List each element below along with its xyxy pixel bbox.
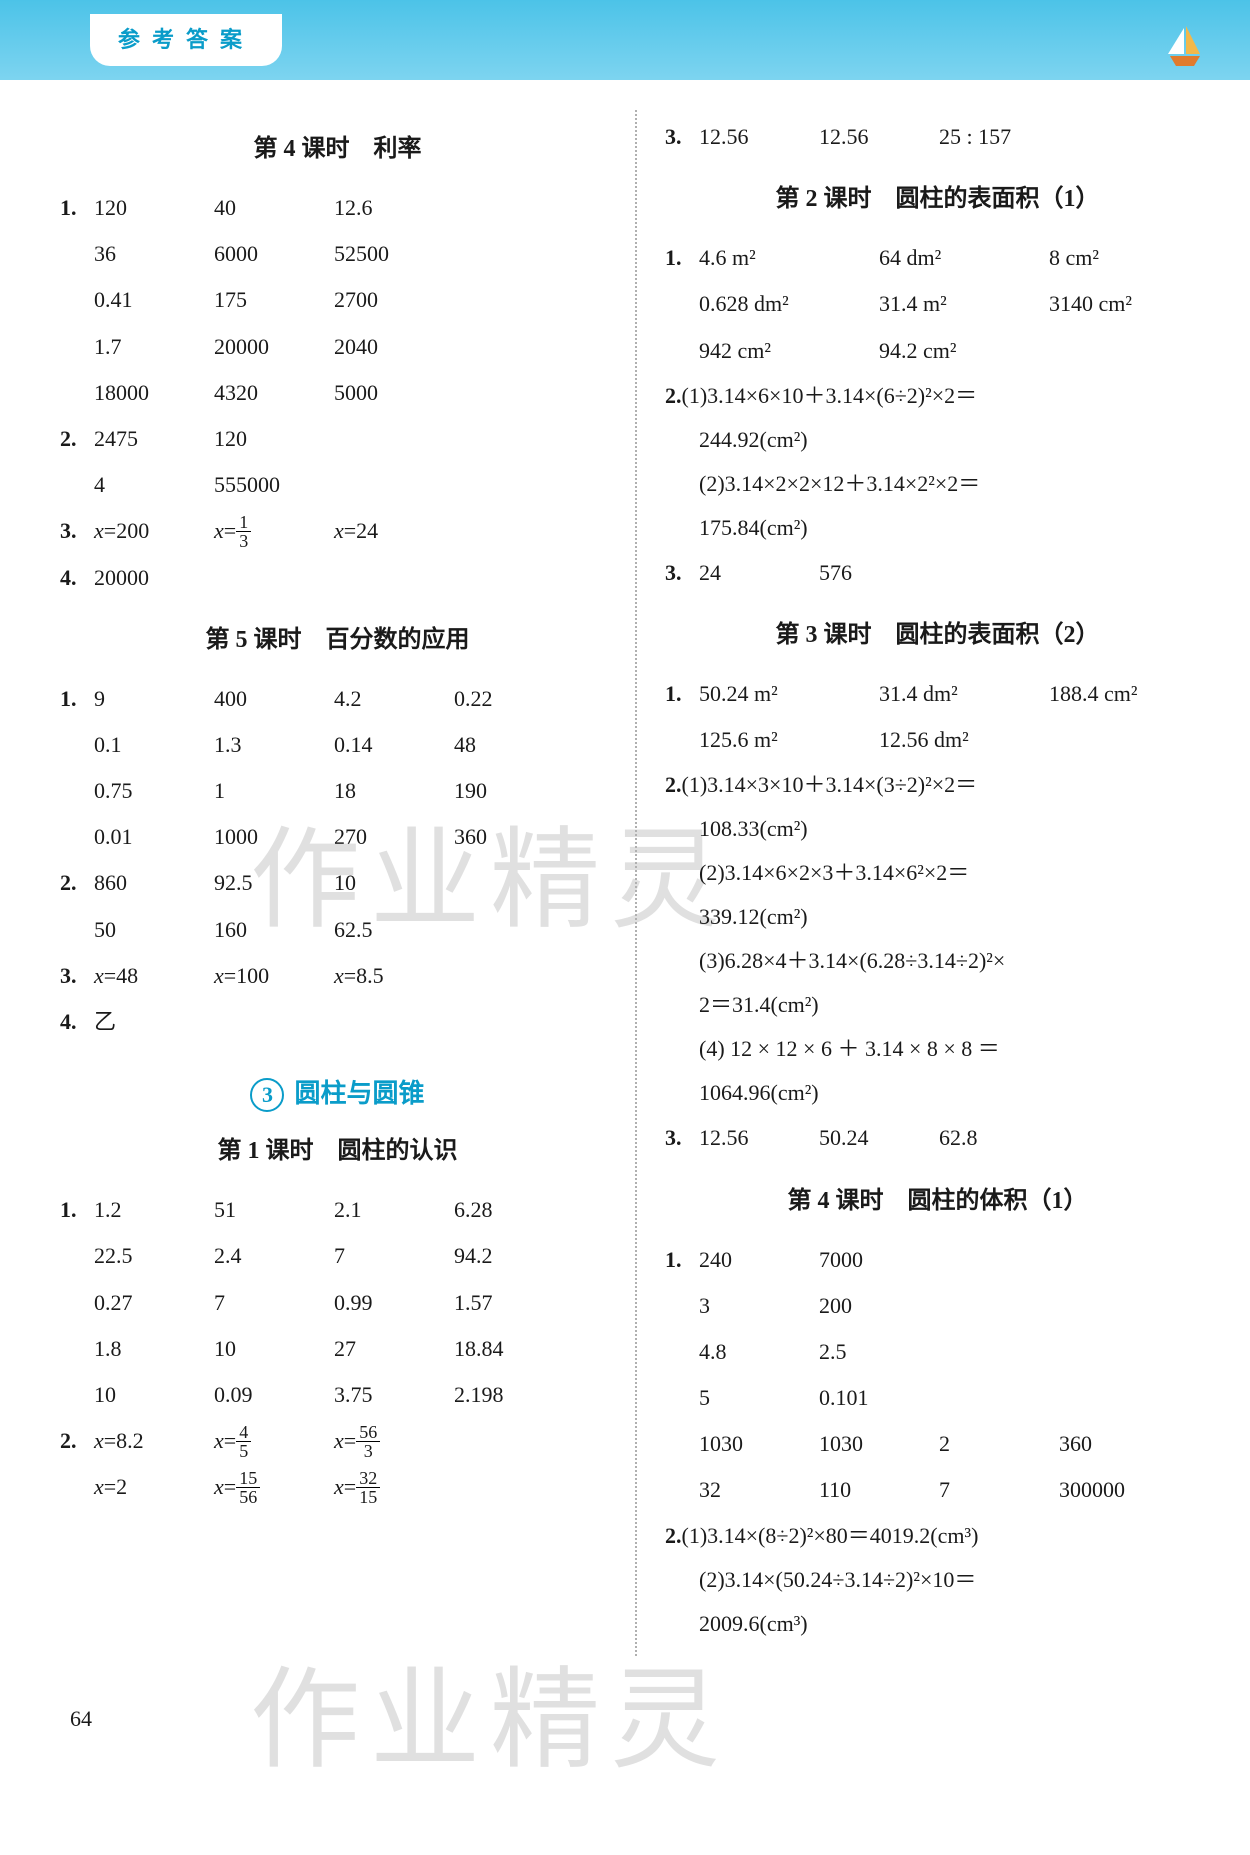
right-column: 3.12.5612.5625 : 157 第 2 课时 圆柱的表面积（1） 1.… — [635, 110, 1210, 1656]
lesson-title: 第 4 课时 利率 — [60, 128, 615, 163]
lesson-title: 第 4 课时 圆柱的体积（1） — [665, 1180, 1210, 1215]
answer-block: 1.1.2512.16.28 22.52.4794.2 0.2770.991.5… — [60, 1187, 615, 1510]
answer-block: 1.50.24 m²31.4 dm²188.4 cm² 125.6 m²12.5… — [665, 671, 1210, 1162]
answer-block: 1.94004.20.22 0.11.30.1448 0.75118190 0.… — [60, 676, 615, 1046]
lesson-title: 第 3 课时 圆柱的表面积（2） — [665, 614, 1210, 649]
answer-block: 1.2407000 3200 4.82.5 50.101 10301030236… — [665, 1237, 1210, 1646]
left-column: 作业精灵 作业精灵 第 4 课时 利率 1.1204012.6 36600052… — [60, 110, 635, 1656]
lesson-title: 第 5 课时 百分数的应用 — [60, 619, 615, 654]
column-divider — [635, 110, 637, 1656]
page-content: 作业精灵 作业精灵 第 4 课时 利率 1.1204012.6 36600052… — [0, 80, 1250, 1696]
header-tab: 参考答案 — [90, 14, 282, 66]
header-band: 参考答案 — [0, 0, 1250, 80]
answer-block: 1.4.6 m²64 dm²8 cm² 0.628 dm²31.4 m²3140… — [665, 235, 1210, 596]
answer-block: 1.1204012.6 36600052500 0.411752700 1.72… — [60, 185, 615, 601]
lesson-title: 第 1 课时 圆柱的认识 — [60, 1130, 615, 1165]
page-number: 64 — [0, 1696, 1250, 1762]
boat-icon — [1160, 22, 1210, 73]
lesson-title: 第 2 课时 圆柱的表面积（1） — [665, 178, 1210, 213]
section-title: 3圆柱与圆锥 — [60, 1073, 615, 1112]
